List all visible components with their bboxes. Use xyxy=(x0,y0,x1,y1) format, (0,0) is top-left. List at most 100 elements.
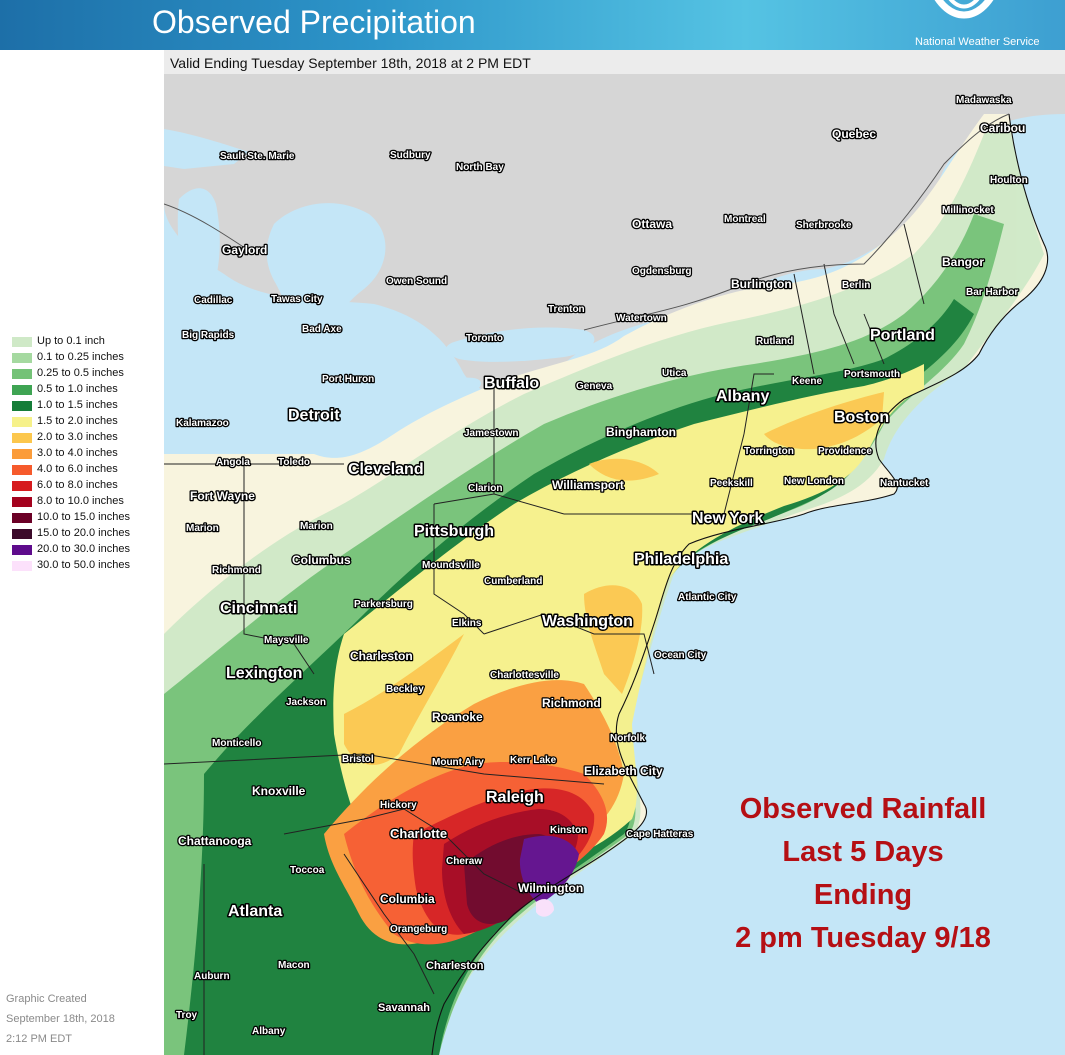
coastline xyxy=(431,113,1049,1055)
legend-swatch xyxy=(12,545,32,555)
city-detroit: Detroit xyxy=(288,407,340,424)
city-cheraw: Cheraw xyxy=(446,856,482,867)
city-burlington: Burlington xyxy=(731,277,792,291)
city-mount-airy: Mount Airy xyxy=(432,757,484,768)
lake-erie xyxy=(318,377,481,458)
lake-ontario xyxy=(446,327,595,362)
city-cincinnati: Cincinnati xyxy=(220,600,297,617)
legend-swatch xyxy=(12,513,32,523)
city-portland: Portland xyxy=(870,327,935,344)
city-sudbury: Sudbury xyxy=(390,150,431,161)
legend-label: 3.0 to 4.0 inches xyxy=(37,447,118,459)
city-charleston-wv: Charleston xyxy=(350,649,413,663)
legend-label: 4.0 to 6.0 inches xyxy=(37,463,118,475)
city-bristol: Bristol xyxy=(342,754,374,765)
rainfall-annotation: Observed Rainfall Last 5 Days Ending 2 p… xyxy=(688,788,1038,960)
city-chattanooga: Chattanooga xyxy=(178,834,252,848)
legend-label: 1.5 to 2.0 inches xyxy=(37,415,118,427)
city-wilmington: Wilmington xyxy=(518,881,583,895)
city-jamestown: Jamestown xyxy=(464,428,518,439)
city-richmond-va: Richmond xyxy=(542,696,601,710)
city-philadelphia: Philadelphia xyxy=(634,551,728,568)
city-binghamton: Binghamton xyxy=(606,425,676,439)
city-geneva: Geneva xyxy=(576,381,613,392)
city-albany: Albany xyxy=(716,388,769,405)
state-borders xyxy=(164,223,925,1055)
legend-label: 10.0 to 15.0 inches xyxy=(37,511,130,523)
legend-label: 20.0 to 30.0 inches xyxy=(37,543,130,555)
legend-label: 2.0 to 3.0 inches xyxy=(37,431,118,443)
legend-label: 1.0 to 1.5 inches xyxy=(37,399,118,411)
city-hickory: Hickory xyxy=(380,800,417,811)
city-new-york: New York xyxy=(692,510,764,527)
legend-swatch xyxy=(12,561,32,571)
city-ottawa: Ottawa xyxy=(632,217,672,231)
legend-label: 6.0 to 8.0 inches xyxy=(37,479,118,491)
legend-swatch xyxy=(12,417,32,427)
city-orangeburg: Orangeburg xyxy=(390,924,447,935)
lake-huron xyxy=(266,203,386,367)
city-parkersburg: Parkersburg xyxy=(354,599,413,610)
city-tawas: Tawas City xyxy=(271,294,323,305)
city-montreal: Montreal xyxy=(724,214,766,225)
city-utica: Utica xyxy=(662,368,687,379)
city-bar-harbor: Bar Harbor xyxy=(966,287,1018,298)
lake-michigan xyxy=(177,188,220,317)
city-gaylord: Gaylord xyxy=(222,243,267,257)
city-cleveland: Cleveland xyxy=(348,461,424,478)
city-nantucket: Nantucket xyxy=(880,478,929,489)
city-cadillac: Cadillac xyxy=(194,295,233,306)
city-ogdensburg: Ogdensburg xyxy=(632,266,691,277)
canada-land xyxy=(164,74,1065,393)
city-troy: Troy xyxy=(176,1010,198,1021)
legend-swatch xyxy=(12,481,32,491)
credit-line: Graphic Created xyxy=(6,993,87,1005)
city-knoxville: Knoxville xyxy=(252,784,306,798)
legend-label: 0.1 to 0.25 inches xyxy=(37,351,124,363)
city-caribou: Caribou xyxy=(980,121,1025,135)
precipitation-map: Madawaska Caribou Quebec Houlton Sault S… xyxy=(164,74,1065,1055)
city-pittsburgh: Pittsburgh xyxy=(414,523,494,540)
city-raleigh: Raleigh xyxy=(486,789,544,806)
city-washington: Washington xyxy=(542,613,633,630)
city-columbia: Columbia xyxy=(380,892,435,906)
city-bad-axe: Bad Axe xyxy=(302,324,342,335)
annotation-line: Ending xyxy=(813,879,913,911)
city-buffalo: Buffalo xyxy=(484,375,539,392)
city-rutland: Rutland xyxy=(756,336,793,347)
city-kinston: Kinston xyxy=(550,825,587,836)
city-torrington: Torrington xyxy=(744,446,794,457)
city-houlton: Houlton xyxy=(990,175,1028,186)
credit-line: 2:12 PM EDT xyxy=(6,1033,73,1045)
city-atlantic-city: Atlantic City xyxy=(678,592,737,603)
legend-label: Up to 0.1 inch xyxy=(37,335,105,347)
city-richmond-in: Richmond xyxy=(212,565,261,576)
legend-label: 0.5 to 1.0 inches xyxy=(37,383,118,395)
city-boston: Boston xyxy=(834,409,889,426)
city-quebec: Quebec xyxy=(832,127,876,141)
city-charlottesville: Charlottesville xyxy=(490,670,559,681)
city-macon: Macon xyxy=(278,960,310,971)
legend-swatch xyxy=(12,465,32,475)
legend-swatch xyxy=(12,529,32,539)
city-albany-ga: Albany xyxy=(252,1026,286,1037)
city-atlanta: Atlanta xyxy=(228,903,282,920)
city-toccoa: Toccoa xyxy=(290,865,325,876)
agency-name: National Weather Service xyxy=(915,36,1040,48)
city-toledo: Toledo xyxy=(278,457,310,468)
city-clarion: Clarion xyxy=(468,483,502,494)
city-providence: Providence xyxy=(818,446,872,457)
page-title: Observed Precipitation xyxy=(152,4,476,40)
city-watertown: Watertown xyxy=(616,313,667,324)
legend-label: 30.0 to 50.0 inches xyxy=(37,559,130,571)
header-banner: Observed Precipitation National Weather … xyxy=(0,0,1065,50)
city-kerr-lake: Kerr Lake xyxy=(510,755,557,766)
international-border xyxy=(164,113,1010,331)
city-elkins: Elkins xyxy=(452,618,482,629)
city-auburn: Auburn xyxy=(194,971,230,982)
city-williamsport: Williamsport xyxy=(552,478,624,492)
city-north-bay: North Bay xyxy=(456,162,504,173)
valid-time-bar: Valid Ending Tuesday September 18th, 201… xyxy=(164,50,1065,75)
legend-label: 8.0 to 10.0 inches xyxy=(37,495,124,507)
legend-swatch xyxy=(12,401,32,411)
